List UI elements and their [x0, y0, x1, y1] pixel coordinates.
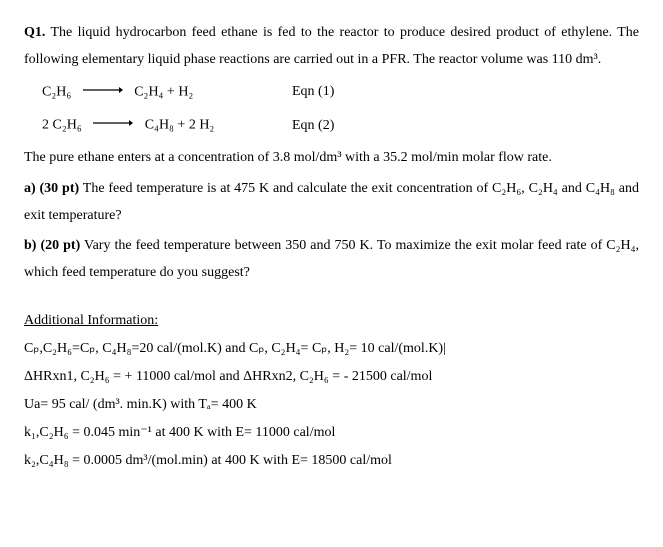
- q1-intro-text: The liquid hydrocarbon feed ethane is fe…: [24, 25, 639, 67]
- part-a-text: The feed temperature is at 475 K and cal…: [24, 181, 639, 223]
- eqn1-rhs: C₂H₄ + H₂: [134, 85, 193, 100]
- eqn2-lhs: 2 C₂H₆: [42, 118, 82, 133]
- dhrxn-line: ΔHRxn1, C₂H₆ = + 11000 cal/mol and ΔHRxn…: [24, 364, 639, 390]
- eqn1-lhs: C₂H₆: [42, 85, 71, 100]
- part-a: a) (30 pt) The feed temperature is at 47…: [24, 176, 639, 229]
- spacer: [24, 290, 639, 306]
- equation-1: C₂H₆ C₂H₄ + H₂ Eqn (1): [42, 79, 639, 106]
- part-a-label: a) (30 pt): [24, 181, 79, 196]
- part-b-text: Vary the feed temperature between 350 an…: [24, 238, 639, 280]
- cp-line: Cₚ,C₂H₆=Cₚ, C₄H₈=20 cal/(mol.K) and Cₚ, …: [24, 336, 639, 362]
- arrow-icon: [93, 112, 133, 139]
- k2-line: k₂,C₄H₈ = 0.0005 dm³/(mol.min) at 400 K …: [24, 448, 639, 474]
- part-b-label: b) (20 pt): [24, 238, 80, 253]
- ua-line: Ua= 95 cal/ (dm³. min.K) with Tₐ= 400 K: [24, 392, 639, 418]
- eqn1-label: Eqn (1): [292, 79, 334, 106]
- q1-intro: Q1. The liquid hydrocarbon feed ethane i…: [24, 20, 639, 73]
- equation-2: 2 C₂H₆ C₄H₈ + 2 H₂ Eqn (2): [42, 112, 639, 139]
- part-b: b) (20 pt) Vary the feed temperature bet…: [24, 233, 639, 286]
- eqn2-label: Eqn (2): [292, 113, 334, 140]
- additional-title: Additional Information:: [24, 308, 639, 334]
- k1-line: k₁,C₂H₆ = 0.045 min⁻¹ at 400 K with E= 1…: [24, 420, 639, 446]
- entry-conditions: The pure ethane enters at a concentratio…: [24, 145, 639, 172]
- q1-label: Q1.: [24, 25, 45, 40]
- arrow-icon: [83, 79, 123, 106]
- eqn2-rhs: C₄H₈ + 2 H₂: [145, 118, 215, 133]
